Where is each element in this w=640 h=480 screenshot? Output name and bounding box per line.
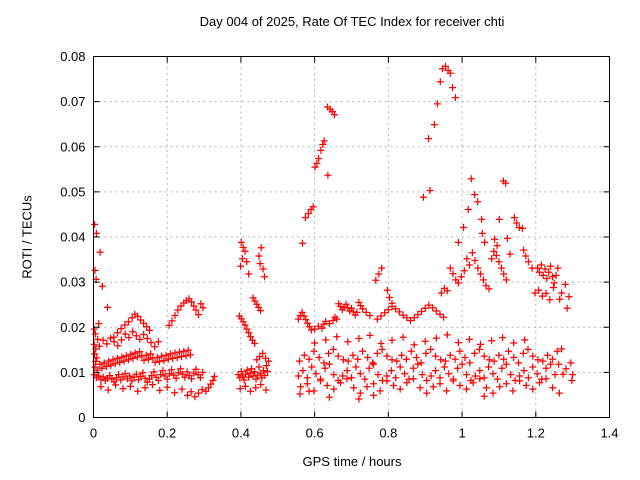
- svg-text:0.2: 0.2: [158, 426, 176, 441]
- svg-text:0.07: 0.07: [60, 94, 85, 109]
- chart-title: Day 004 of 2025, Rate Of TEC Index for r…: [199, 14, 505, 29]
- svg-text:1: 1: [458, 426, 465, 441]
- svg-text:0.06: 0.06: [60, 139, 85, 154]
- svg-text:0.05: 0.05: [60, 184, 85, 199]
- svg-text:1.4: 1.4: [600, 426, 618, 441]
- x-tick-labels: 0 0.2 0.4 0.6 0.8 1 1.2 1.4: [90, 426, 619, 441]
- tick-marks: [93, 56, 610, 418]
- y-tick-labels: 0 0.01 0.02 0.03 0.04 0.05 0.06 0.07 0.08: [60, 49, 85, 425]
- svg-text:1.2: 1.2: [527, 426, 545, 441]
- svg-text:0: 0: [78, 410, 85, 425]
- svg-text:0.8: 0.8: [379, 426, 397, 441]
- grid-lines: [93, 56, 610, 418]
- svg-text:0.02: 0.02: [60, 320, 85, 335]
- svg-text:0: 0: [90, 426, 97, 441]
- svg-text:0.4: 0.4: [232, 426, 250, 441]
- data-points: [90, 62, 577, 403]
- svg-text:0.03: 0.03: [60, 275, 85, 290]
- svg-text:0.08: 0.08: [60, 49, 85, 64]
- svg-text:0.01: 0.01: [60, 365, 85, 380]
- x-axis-label: GPS time / hours: [302, 454, 402, 469]
- svg-text:0.6: 0.6: [306, 426, 324, 441]
- svg-text:0.04: 0.04: [60, 230, 85, 245]
